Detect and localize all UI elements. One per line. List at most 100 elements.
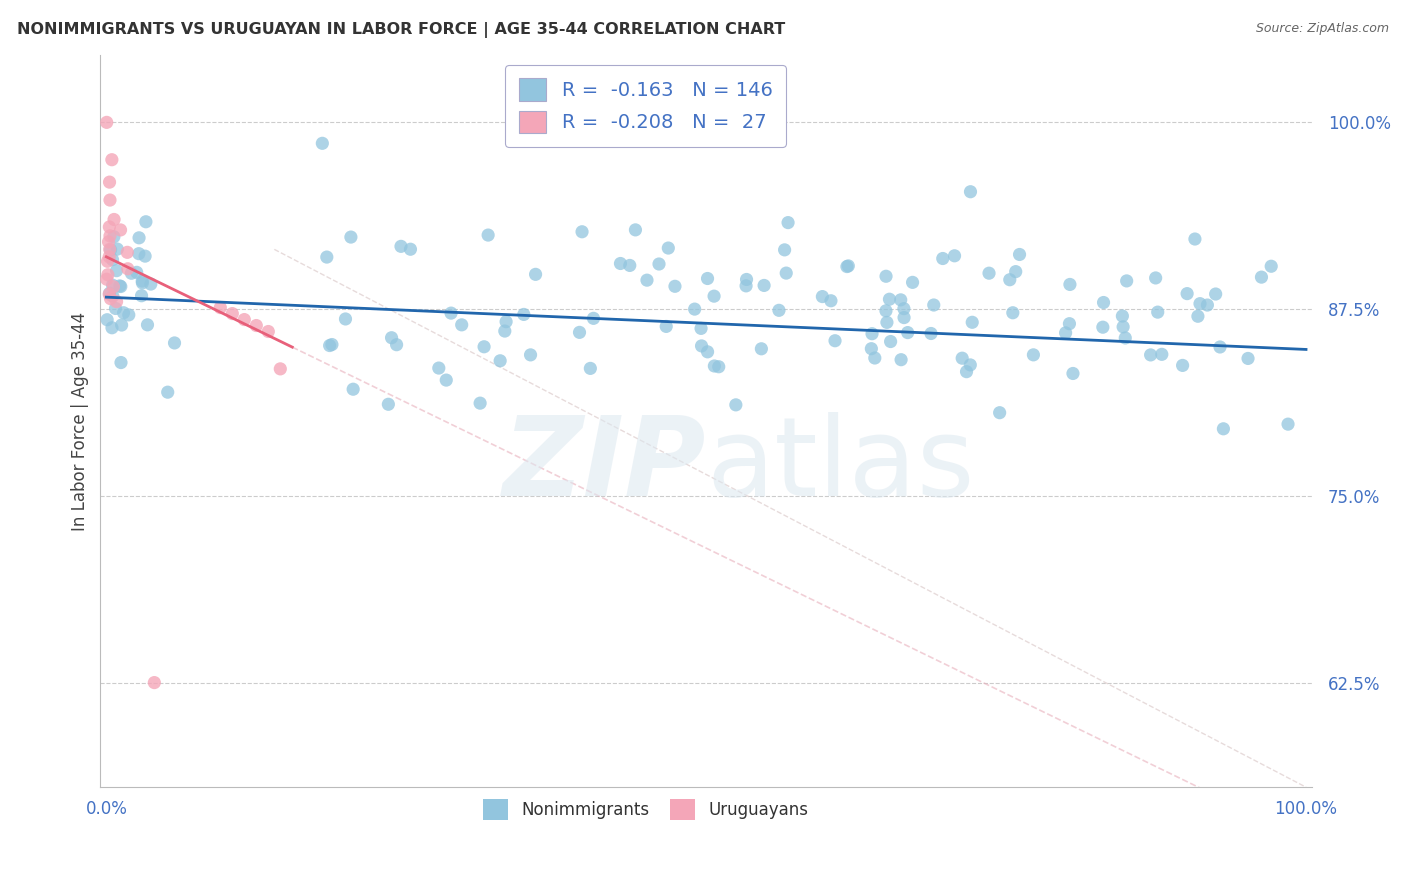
Point xyxy=(340,230,363,244)
Point xyxy=(434,373,457,387)
Point xyxy=(1187,310,1209,324)
Point xyxy=(105,242,128,256)
Point xyxy=(1062,367,1084,381)
Point xyxy=(636,273,658,287)
Point xyxy=(112,306,135,320)
Point xyxy=(97,268,120,282)
Point xyxy=(1059,317,1081,331)
Point xyxy=(519,348,541,362)
Point xyxy=(103,229,125,244)
Point xyxy=(879,292,901,306)
Point xyxy=(690,321,713,335)
Point xyxy=(703,359,725,373)
Point xyxy=(110,355,132,369)
Text: NONIMMIGRANTS VS URUGUAYAN IN LABOR FORCE | AGE 35-44 CORRELATION CHART: NONIMMIGRANTS VS URUGUAYAN IN LABOR FORC… xyxy=(17,22,785,38)
Point xyxy=(960,315,983,329)
Point xyxy=(477,228,499,243)
Point xyxy=(735,272,758,286)
Point xyxy=(998,273,1021,287)
Text: atlas: atlas xyxy=(706,411,974,518)
Point xyxy=(811,289,834,303)
Point xyxy=(118,308,141,322)
Text: Source: ZipAtlas.com: Source: ZipAtlas.com xyxy=(1256,22,1389,36)
Point xyxy=(664,279,686,293)
Point xyxy=(101,153,124,167)
Point xyxy=(1197,298,1219,312)
Point xyxy=(751,342,773,356)
Point xyxy=(959,358,981,372)
Point xyxy=(860,326,883,341)
Point xyxy=(318,338,340,352)
Y-axis label: In Labor Force | Age 35-44: In Labor Force | Age 35-44 xyxy=(72,311,89,531)
Legend: Nonimmigrants, Uruguayans: Nonimmigrants, Uruguayans xyxy=(477,793,814,826)
Point xyxy=(1237,351,1260,366)
Point xyxy=(96,254,118,268)
Point xyxy=(655,319,678,334)
Point xyxy=(103,279,125,293)
Point xyxy=(495,315,517,329)
Point xyxy=(932,252,955,266)
Point xyxy=(893,301,915,316)
Point xyxy=(156,385,179,400)
Point xyxy=(1004,265,1026,279)
Point xyxy=(619,259,641,273)
Point xyxy=(893,310,915,325)
Point xyxy=(1188,296,1211,310)
Point xyxy=(125,265,148,279)
Point xyxy=(472,340,495,354)
Point xyxy=(494,324,516,338)
Point xyxy=(1092,295,1115,310)
Point xyxy=(101,289,124,303)
Point xyxy=(735,278,758,293)
Point xyxy=(108,279,131,293)
Point xyxy=(98,250,121,264)
Point xyxy=(1022,348,1045,362)
Point xyxy=(1111,309,1133,323)
Point xyxy=(860,342,883,356)
Point xyxy=(335,312,357,326)
Point xyxy=(100,292,122,306)
Point xyxy=(950,351,973,366)
Point xyxy=(943,249,966,263)
Point xyxy=(988,406,1011,420)
Point xyxy=(1091,320,1114,334)
Point xyxy=(100,243,122,257)
Point xyxy=(955,365,977,379)
Point xyxy=(311,136,333,151)
Point xyxy=(98,243,121,257)
Point xyxy=(579,361,602,376)
Point xyxy=(110,223,132,237)
Point xyxy=(648,257,671,271)
Point xyxy=(875,269,897,284)
Point xyxy=(1059,277,1081,292)
Point xyxy=(315,250,337,264)
Point xyxy=(752,278,775,293)
Point xyxy=(427,361,450,376)
Point xyxy=(131,289,153,303)
Point xyxy=(110,318,132,332)
Point xyxy=(117,245,139,260)
Point xyxy=(104,301,127,316)
Point xyxy=(696,271,718,285)
Point xyxy=(768,303,790,318)
Point xyxy=(820,293,842,308)
Text: ZIP: ZIP xyxy=(503,411,706,518)
Point xyxy=(468,396,491,410)
Point xyxy=(128,231,150,245)
Point xyxy=(524,268,547,282)
Point xyxy=(657,241,679,255)
Point xyxy=(897,326,920,340)
Point xyxy=(1139,348,1161,362)
Point xyxy=(1205,287,1227,301)
Point xyxy=(775,266,797,280)
Point xyxy=(876,315,898,329)
Point xyxy=(1146,305,1168,319)
Point xyxy=(568,326,591,340)
Point xyxy=(98,228,121,243)
Point xyxy=(863,351,886,365)
Point xyxy=(778,216,800,230)
Point xyxy=(96,272,118,286)
Point xyxy=(131,276,153,290)
Point xyxy=(1250,270,1272,285)
Point xyxy=(1114,331,1136,345)
